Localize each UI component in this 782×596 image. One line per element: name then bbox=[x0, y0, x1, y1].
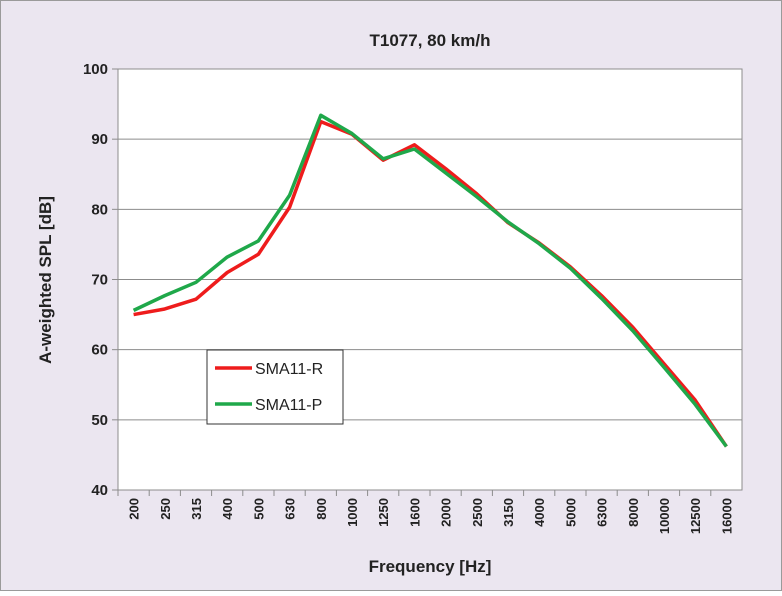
x-tick-label: 250 bbox=[158, 498, 173, 520]
x-axis-label: Frequency [Hz] bbox=[369, 557, 492, 576]
line-series bbox=[133, 119, 728, 448]
x-tick-label: 500 bbox=[251, 498, 266, 520]
x-tick-label: 3150 bbox=[501, 498, 516, 527]
x-tick-label: 4000 bbox=[532, 498, 547, 527]
x-tick-label: 2500 bbox=[470, 498, 485, 527]
line-series bbox=[132, 113, 728, 448]
y-tick-label: 50 bbox=[91, 412, 108, 429]
legend-label: SMA11-R bbox=[255, 361, 323, 378]
x-tick-label: 8000 bbox=[626, 498, 641, 527]
x-tick-label: 400 bbox=[220, 498, 235, 520]
x-tick-label: 16000 bbox=[719, 498, 734, 534]
y-tick-label: 60 bbox=[91, 342, 108, 359]
x-tick-label: 315 bbox=[189, 498, 204, 520]
x-tick-label: 1000 bbox=[345, 498, 360, 527]
x-tick-label: 10000 bbox=[657, 498, 672, 534]
x-tick-label: 1250 bbox=[376, 498, 391, 527]
x-tick-label: 5000 bbox=[563, 498, 578, 527]
x-tick-label: 200 bbox=[127, 498, 142, 520]
y-tick-label: 70 bbox=[91, 272, 108, 289]
x-tick-label: 1600 bbox=[407, 498, 422, 527]
x-tick-label: 800 bbox=[314, 498, 329, 520]
y-axis-label: A-weighted SPL [dB] bbox=[36, 196, 55, 364]
y-tick-label: 80 bbox=[91, 201, 108, 218]
legend-label: SMA11-P bbox=[255, 397, 322, 414]
legend-box bbox=[206, 349, 344, 425]
chart-title: T1077, 80 km/h bbox=[370, 31, 491, 50]
x-tick-label: 6300 bbox=[595, 498, 610, 527]
y-tick-label: 40 bbox=[91, 482, 108, 499]
y-tick-label: 100 bbox=[83, 61, 108, 78]
x-tick-label: 630 bbox=[283, 498, 298, 520]
y-tick-label: 90 bbox=[91, 131, 108, 148]
x-tick-label: 12500 bbox=[688, 498, 703, 534]
x-tick-label: 2000 bbox=[439, 498, 454, 527]
